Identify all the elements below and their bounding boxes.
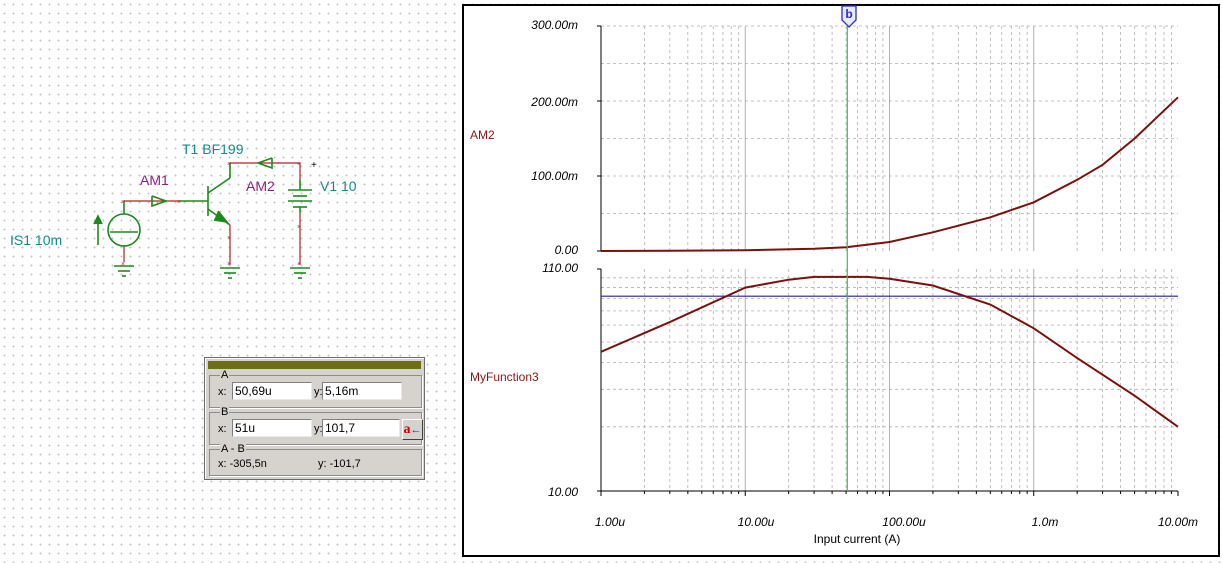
am2-trace bbox=[600, 96, 1179, 252]
traces bbox=[600, 26, 1179, 491]
x-axis-title: Input current (A) bbox=[813, 532, 901, 546]
svg-text:×: × bbox=[227, 261, 231, 268]
current-source-symbol bbox=[107, 213, 141, 247]
top-series-label: AM2 bbox=[470, 128, 495, 142]
swap-cursor-button[interactable]: a← bbox=[402, 419, 423, 440]
bottom-y-tick-0: 110.00 bbox=[542, 261, 578, 275]
x-tick-3: 1.0m bbox=[1031, 515, 1059, 529]
cursor-a-title: A bbox=[220, 369, 230, 381]
v1-label: V1 10 bbox=[320, 178, 357, 194]
cursor-a-group: A x: 50,69u y: 5,16m bbox=[209, 369, 422, 408]
battery-plus-sign: + bbox=[311, 160, 317, 171]
x-tick-1: 10.00u bbox=[737, 515, 775, 529]
schematic-canvas[interactable]: × × × × × × × × × bbox=[0, 0, 460, 300]
graph-window[interactable]: 300.00m 200.00m 100.00m 0.00 110.00 10.0… bbox=[462, 4, 1220, 557]
cursor-b-handle-label: b bbox=[845, 7, 852, 21]
cursor-b-x-field[interactable]: 51u bbox=[232, 419, 312, 437]
svg-text:×: × bbox=[297, 224, 301, 231]
t1-label: T1 BF199 bbox=[182, 141, 244, 157]
x-tick-4: 10.00m bbox=[1157, 515, 1199, 529]
bottom-y-tick-1: 10.00 bbox=[547, 485, 578, 499]
bottom-series-label: MyFunction3 bbox=[470, 370, 539, 384]
cursor-b-x-label: x: bbox=[218, 423, 227, 435]
cursor-panel-titlebar[interactable] bbox=[208, 361, 421, 369]
cursor-b-y-label: y: bbox=[314, 423, 323, 435]
cursor-a-x-field[interactable]: 50,69u bbox=[232, 382, 312, 400]
am2-label: AM2 bbox=[246, 178, 275, 194]
x-tick-0: 1.00u bbox=[594, 515, 626, 529]
x-tick-2: 100.00u bbox=[882, 515, 926, 529]
component-symbols bbox=[93, 157, 312, 279]
svg-text:×: × bbox=[121, 199, 125, 206]
svg-text:×: × bbox=[177, 199, 181, 206]
cursor-diff-title: A - B bbox=[220, 443, 246, 455]
grid bbox=[600, 25, 1178, 491]
top-y-tick-2: 100.00m bbox=[531, 169, 578, 183]
cursor-b-title: B bbox=[220, 406, 230, 418]
cursor-b-y-field[interactable]: 101,7 bbox=[322, 419, 400, 437]
cursor-a-y-field[interactable]: 5,16m bbox=[322, 382, 402, 400]
cursor-diff-x: x: -305,5n bbox=[218, 458, 267, 470]
top-y-tick-0: 300.00m bbox=[531, 18, 578, 32]
myfunction3-trace bbox=[600, 275, 1179, 428]
cursor-diff-group: A - B x: -305,5n y: -101,7 bbox=[209, 443, 422, 476]
cursor-a-y-label: y: bbox=[314, 386, 323, 398]
axes bbox=[597, 25, 1179, 496]
svg-text:×: × bbox=[297, 161, 301, 168]
cursor-b-group: B x: 51u y: 101,7 a← bbox=[209, 406, 423, 445]
top-y-tick-3: 0.00 bbox=[554, 243, 578, 257]
svg-text:×: × bbox=[227, 235, 231, 242]
cursor-a-x-label: x: bbox=[218, 386, 227, 398]
graph-canvas[interactable] bbox=[464, 6, 1218, 555]
left-arrow-icon: ← bbox=[410, 424, 422, 436]
node-markers: × × × × × × × × × bbox=[121, 161, 301, 268]
svg-text:×: × bbox=[297, 261, 301, 268]
cursor-diff-y: y: -101,7 bbox=[318, 458, 361, 470]
top-y-tick-1: 200.00m bbox=[531, 95, 578, 109]
cursor-panel[interactable]: A x: 50,69u y: 5,16m B x: 51u y: 101,7 a… bbox=[204, 357, 425, 480]
svg-text:×: × bbox=[121, 261, 125, 268]
cursor-b-handle[interactable]: b bbox=[840, 5, 858, 29]
schematic-wires bbox=[123, 162, 301, 265]
is1-label: IS1 10m bbox=[10, 232, 63, 248]
swap-cursor-button-label: a bbox=[403, 422, 411, 437]
am1-label: AM1 bbox=[140, 172, 169, 188]
svg-text:×: × bbox=[227, 161, 231, 168]
